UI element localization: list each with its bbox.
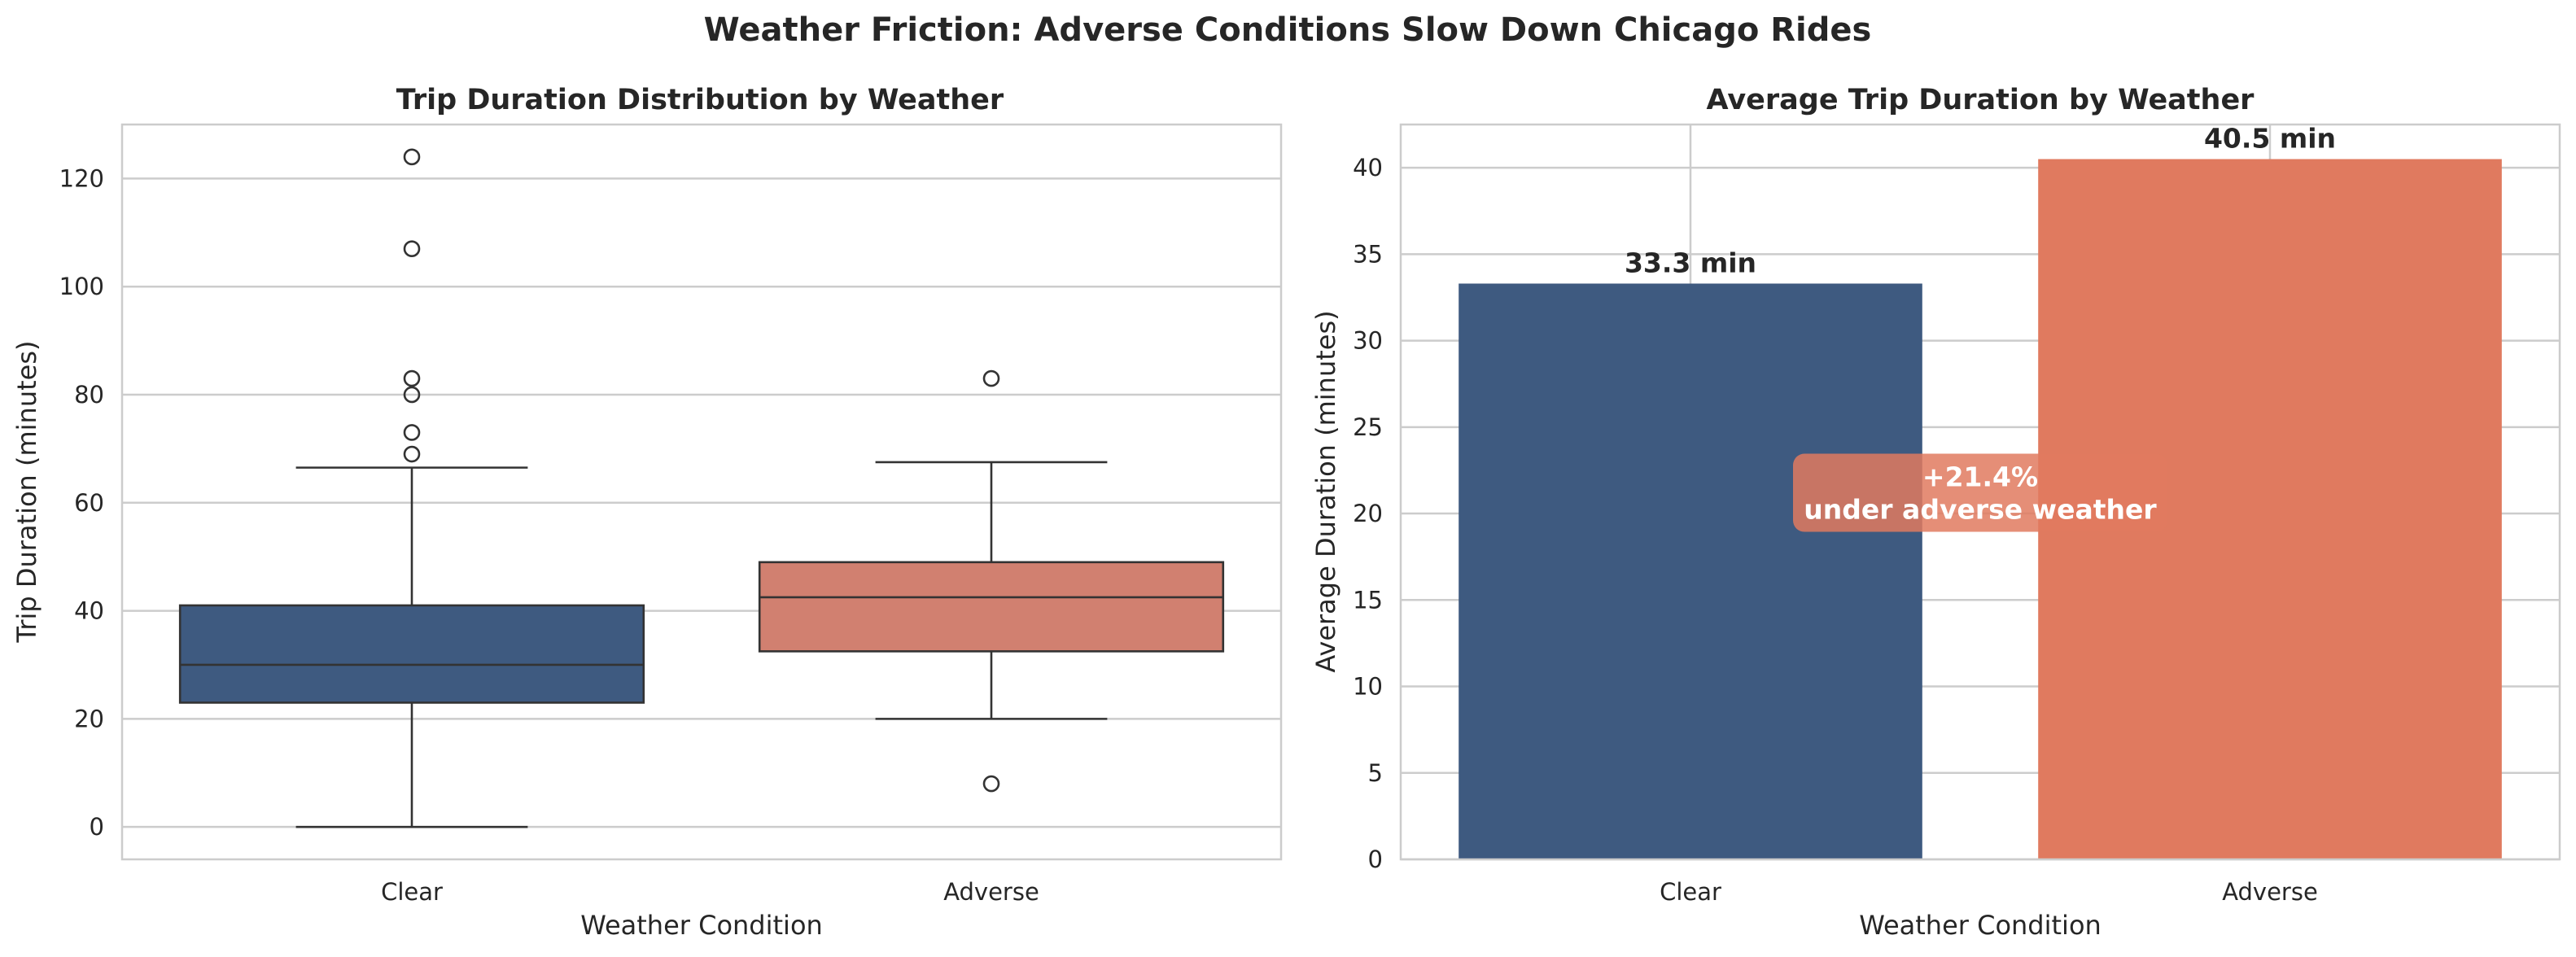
bar-value-label: 33.3 min bbox=[1625, 247, 1756, 278]
barchart-frame bbox=[1399, 123, 2561, 861]
outlier-point bbox=[982, 775, 1000, 793]
outlier-point bbox=[403, 148, 421, 166]
outlier-point bbox=[403, 424, 421, 441]
barchart-x-tick-label: Clear bbox=[1660, 878, 1721, 906]
boxplot-x-tick-label: Clear bbox=[381, 878, 443, 906]
barchart-annotation: +21.4% under adverse weather bbox=[1793, 453, 2167, 532]
boxplot-y-tick-label: 20 bbox=[74, 705, 104, 732]
boxplot-y-tick-label: 120 bbox=[59, 164, 104, 192]
annotation-percent-text: +21.4% bbox=[1922, 461, 2038, 493]
box-adverse bbox=[758, 369, 1225, 793]
boxplot-y-tick-label: 80 bbox=[74, 381, 104, 409]
outlier-point bbox=[403, 445, 421, 463]
boxplot-y-tick-label: 60 bbox=[74, 489, 104, 517]
boxplot-y-tick-label: 100 bbox=[59, 273, 104, 300]
annotation-caption-text: under adverse weather bbox=[1804, 494, 2157, 526]
barchart-y-tick-label: 20 bbox=[1353, 500, 1383, 527]
barchart-y-tick-label: 5 bbox=[1368, 759, 1383, 787]
barchart-y-tick-label: 25 bbox=[1353, 413, 1383, 441]
barchart-value-labels: 33.3 min 40.5 min bbox=[1625, 122, 2336, 278]
outlier-point bbox=[403, 369, 421, 387]
barchart-title: Average Trip Duration by Weather bbox=[1707, 84, 2255, 116]
bar-value-label: 40.5 min bbox=[2204, 122, 2336, 154]
barchart-y-tick-label: 40 bbox=[1353, 154, 1383, 181]
boxplot-y-tick-labels: 0 20 40 60 80 100 120 bbox=[59, 164, 104, 841]
boxplot-frame bbox=[120, 123, 1283, 861]
boxplot-x-tick-labels: Clear Adverse bbox=[381, 878, 1039, 906]
box-clear bbox=[178, 148, 645, 828]
barchart-y-axis-label: Average Duration (minutes) bbox=[1310, 310, 1341, 672]
barchart-y-tick-label: 30 bbox=[1353, 327, 1383, 355]
boxplot-marks bbox=[178, 148, 1225, 828]
boxplot-title: Trip Duration Distribution by Weather bbox=[396, 84, 1004, 116]
barchart-y-tick-label: 35 bbox=[1353, 240, 1383, 268]
barchart-panel: Average Trip Duration by Weather 0 5 10 15 2… bbox=[1310, 84, 2561, 941]
outlier-point bbox=[982, 369, 1000, 387]
barchart-y-tick-label: 15 bbox=[1353, 586, 1383, 614]
barchart-y-tick-label: 10 bbox=[1353, 673, 1383, 701]
boxplot-panel: Trip Duration Distribution by Weather 0 2… bbox=[11, 84, 1283, 941]
barchart-x-axis-label: Weather Condition bbox=[1859, 910, 2101, 941]
boxplot-y-tick-label: 40 bbox=[74, 597, 104, 625]
annotation-box bbox=[1793, 453, 2167, 532]
iqr-box bbox=[178, 604, 645, 704]
boxplot-y-tick-label: 0 bbox=[90, 813, 104, 841]
iqr-box bbox=[758, 561, 1225, 653]
barchart-y-tick-labels: 0 5 10 15 20 25 30 35 40 bbox=[1353, 154, 1383, 873]
boxplot-y-axis-label: Trip Duration (minutes) bbox=[11, 340, 42, 643]
bar-clear bbox=[1459, 283, 1922, 860]
outlier-point bbox=[403, 240, 421, 258]
barchart-y-tick-label: 0 bbox=[1368, 846, 1383, 873]
boxplot-gridlines bbox=[122, 177, 1281, 828]
figure-title: Weather Friction: Adverse Conditions Slo… bbox=[704, 11, 1872, 49]
boxplot-x-tick-label: Adverse bbox=[943, 878, 1039, 906]
barchart-x-tick-labels: Clear Adverse bbox=[1660, 878, 2318, 906]
barchart-x-tick-label: Adverse bbox=[2222, 878, 2318, 906]
boxplot-x-axis-label: Weather Condition bbox=[580, 910, 823, 941]
outlier-point bbox=[403, 386, 421, 404]
